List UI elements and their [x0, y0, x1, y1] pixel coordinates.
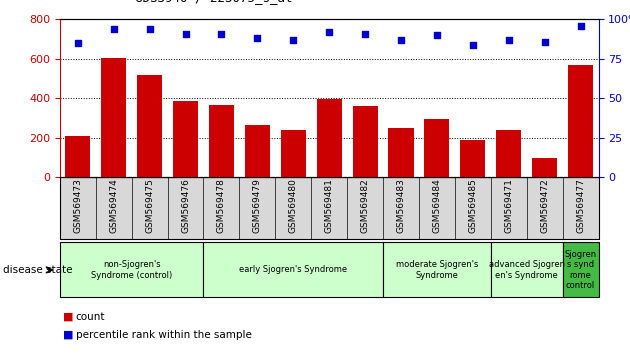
Text: Sjogren
s synd
rome
control: Sjogren s synd rome control	[564, 250, 597, 290]
Point	[180, 31, 190, 36]
Bar	[209, 105, 234, 177]
Bar	[281, 130, 306, 177]
Point	[108, 26, 118, 32]
Text: GDS3940 / 223075_s_at: GDS3940 / 223075_s_at	[135, 0, 293, 4]
Point	[144, 26, 155, 32]
Point	[324, 29, 334, 35]
Point	[504, 37, 514, 43]
Point	[217, 31, 227, 36]
Point	[432, 32, 442, 38]
Text: disease state: disease state	[3, 265, 72, 275]
Point	[539, 39, 549, 44]
Bar	[245, 125, 270, 177]
Bar	[389, 128, 413, 177]
Bar	[461, 139, 485, 177]
Point	[467, 42, 478, 47]
Bar	[496, 130, 521, 177]
Bar	[532, 158, 557, 177]
Bar	[137, 75, 162, 177]
Point	[396, 37, 406, 43]
Bar	[101, 58, 126, 177]
Bar	[173, 101, 198, 177]
Text: ■: ■	[63, 312, 74, 322]
Point	[73, 40, 83, 46]
Text: count: count	[76, 312, 105, 322]
Bar	[425, 119, 449, 177]
Point	[360, 31, 370, 36]
Bar	[317, 99, 341, 177]
Text: moderate Sjogren's
Syndrome: moderate Sjogren's Syndrome	[396, 260, 478, 280]
Point	[252, 35, 263, 41]
Bar	[66, 136, 90, 177]
Bar	[353, 106, 377, 177]
Text: ■: ■	[63, 330, 74, 339]
Text: non-Sjogren's
Syndrome (control): non-Sjogren's Syndrome (control)	[91, 260, 172, 280]
Bar	[568, 65, 593, 177]
Text: percentile rank within the sample: percentile rank within the sample	[76, 330, 251, 339]
Text: early Sjogren's Syndrome: early Sjogren's Syndrome	[239, 266, 347, 274]
Point	[288, 37, 299, 43]
Text: advanced Sjogren
en's Syndrome: advanced Sjogren en's Syndrome	[489, 260, 564, 280]
Point	[576, 23, 586, 29]
